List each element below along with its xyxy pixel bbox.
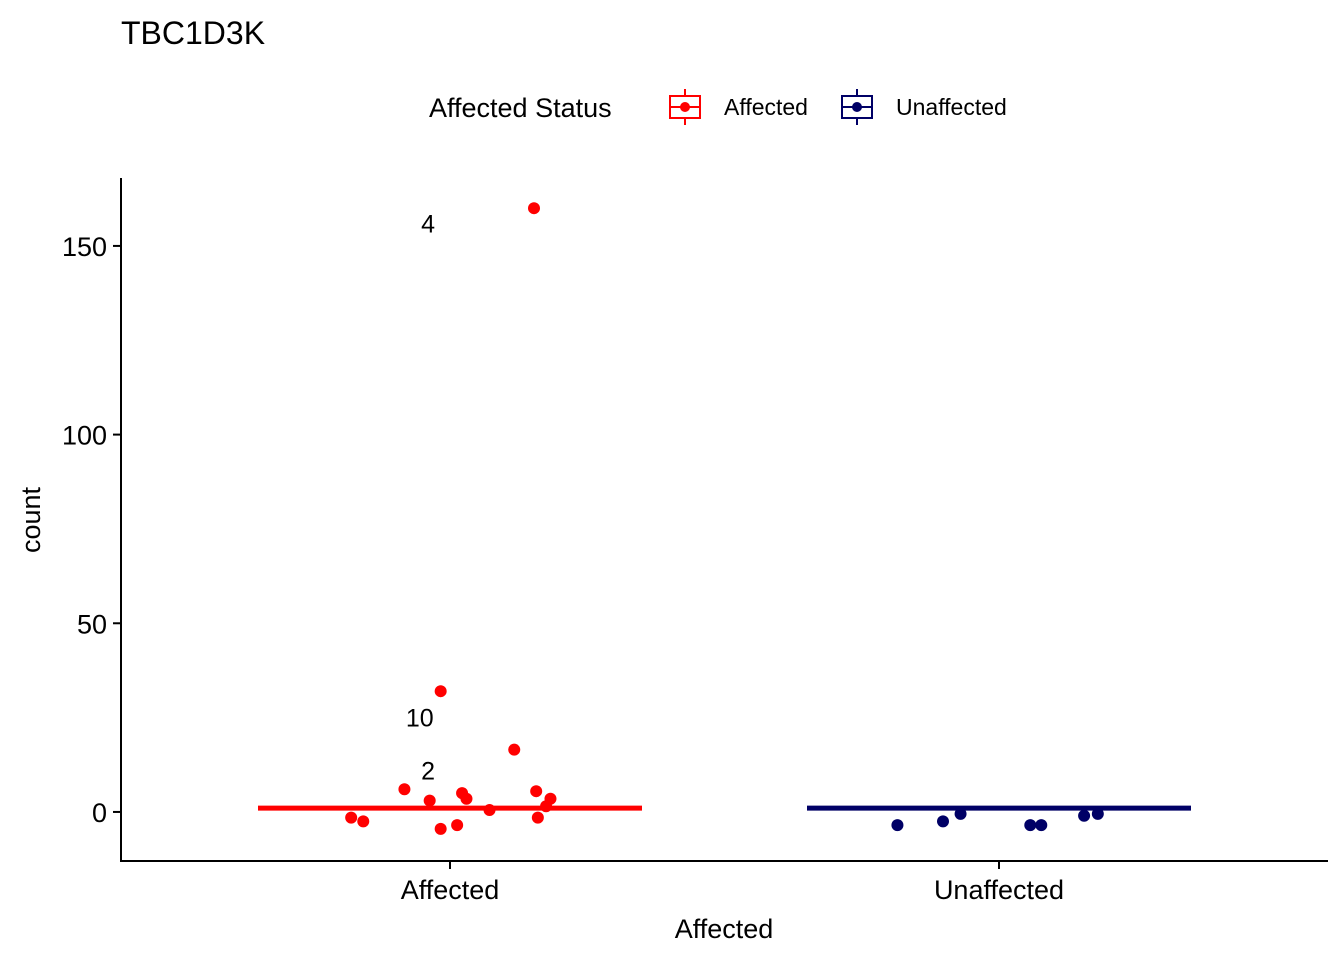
data-point bbox=[1078, 809, 1091, 822]
data-point bbox=[1024, 819, 1037, 832]
data-points bbox=[345, 202, 1104, 835]
point-label: 10 bbox=[406, 705, 434, 733]
y-tick-label: 50 bbox=[77, 609, 107, 639]
y-tick-label: 0 bbox=[92, 798, 107, 828]
data-point bbox=[434, 685, 447, 698]
data-point bbox=[460, 792, 473, 805]
legend-title: Affected Status bbox=[429, 93, 612, 123]
legend-entry-label: Affected bbox=[724, 94, 808, 120]
legend: Affected Status Affected Unaffected bbox=[429, 89, 1007, 125]
data-point bbox=[954, 807, 967, 820]
chart-title: TBC1D3K bbox=[121, 15, 265, 51]
y-tick-label: 100 bbox=[62, 421, 107, 451]
legend-entries: Affected Unaffected bbox=[669, 89, 1007, 125]
y-tick-label: 150 bbox=[62, 232, 107, 262]
x-tick-label: Affected bbox=[401, 875, 500, 905]
data-point bbox=[540, 800, 553, 813]
data-point bbox=[1035, 819, 1048, 832]
y-axis: 0 50 100 150 count bbox=[16, 178, 122, 862]
y-axis-label: count bbox=[16, 486, 46, 553]
legend-key-point bbox=[852, 102, 862, 112]
legend-key bbox=[669, 89, 701, 125]
point-label: 4 bbox=[421, 210, 435, 238]
x-axis: Affected Unaffected Affected bbox=[120, 860, 1328, 944]
data-point bbox=[508, 743, 521, 756]
x-tick-label: Unaffected bbox=[934, 875, 1064, 905]
data-point bbox=[423, 794, 436, 807]
data-point bbox=[398, 783, 411, 796]
data-point bbox=[483, 804, 496, 817]
legend-entry-label: Unaffected bbox=[896, 94, 1007, 120]
data-point bbox=[434, 822, 447, 835]
data-point bbox=[345, 811, 358, 824]
legend-key-point bbox=[680, 102, 690, 112]
x-axis-label: Affected bbox=[675, 914, 774, 944]
data-point bbox=[451, 819, 464, 832]
data-point bbox=[937, 815, 950, 828]
point-label: 2 bbox=[421, 757, 435, 785]
data-point bbox=[891, 819, 904, 832]
legend-key bbox=[841, 89, 873, 125]
point-labels: 4 10 2 bbox=[406, 210, 435, 785]
x-ticks: Affected Unaffected bbox=[401, 861, 1064, 905]
data-point bbox=[530, 785, 543, 798]
plot-area: 4 10 2 bbox=[258, 202, 1191, 835]
y-ticks: 0 50 100 150 bbox=[62, 232, 121, 828]
data-point bbox=[1091, 807, 1104, 820]
data-point bbox=[531, 811, 544, 824]
data-point bbox=[527, 202, 540, 215]
data-point bbox=[357, 815, 370, 828]
